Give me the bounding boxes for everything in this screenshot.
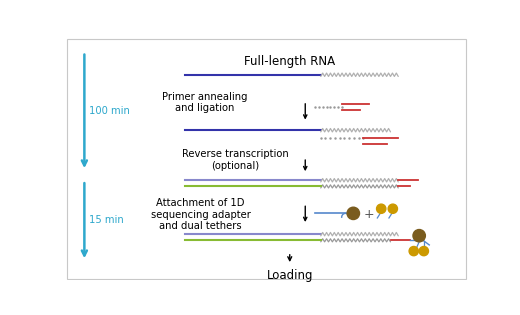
Circle shape xyxy=(347,207,359,220)
Circle shape xyxy=(388,204,397,213)
Text: 100 min: 100 min xyxy=(89,106,130,116)
Circle shape xyxy=(376,204,386,213)
Circle shape xyxy=(409,246,419,256)
Text: Primer annealing
and ligation: Primer annealing and ligation xyxy=(162,92,247,113)
Text: Loading: Loading xyxy=(267,269,313,282)
Text: +: + xyxy=(363,209,374,221)
Text: Attachment of 1D
sequencing adapter
and dual tethers: Attachment of 1D sequencing adapter and … xyxy=(151,198,251,231)
Circle shape xyxy=(419,246,428,256)
Text: Reverse transcription
(optional): Reverse transcription (optional) xyxy=(182,149,289,171)
Circle shape xyxy=(413,230,425,242)
Text: Full-length RNA: Full-length RNA xyxy=(244,55,335,68)
Text: 15 min: 15 min xyxy=(89,215,124,225)
